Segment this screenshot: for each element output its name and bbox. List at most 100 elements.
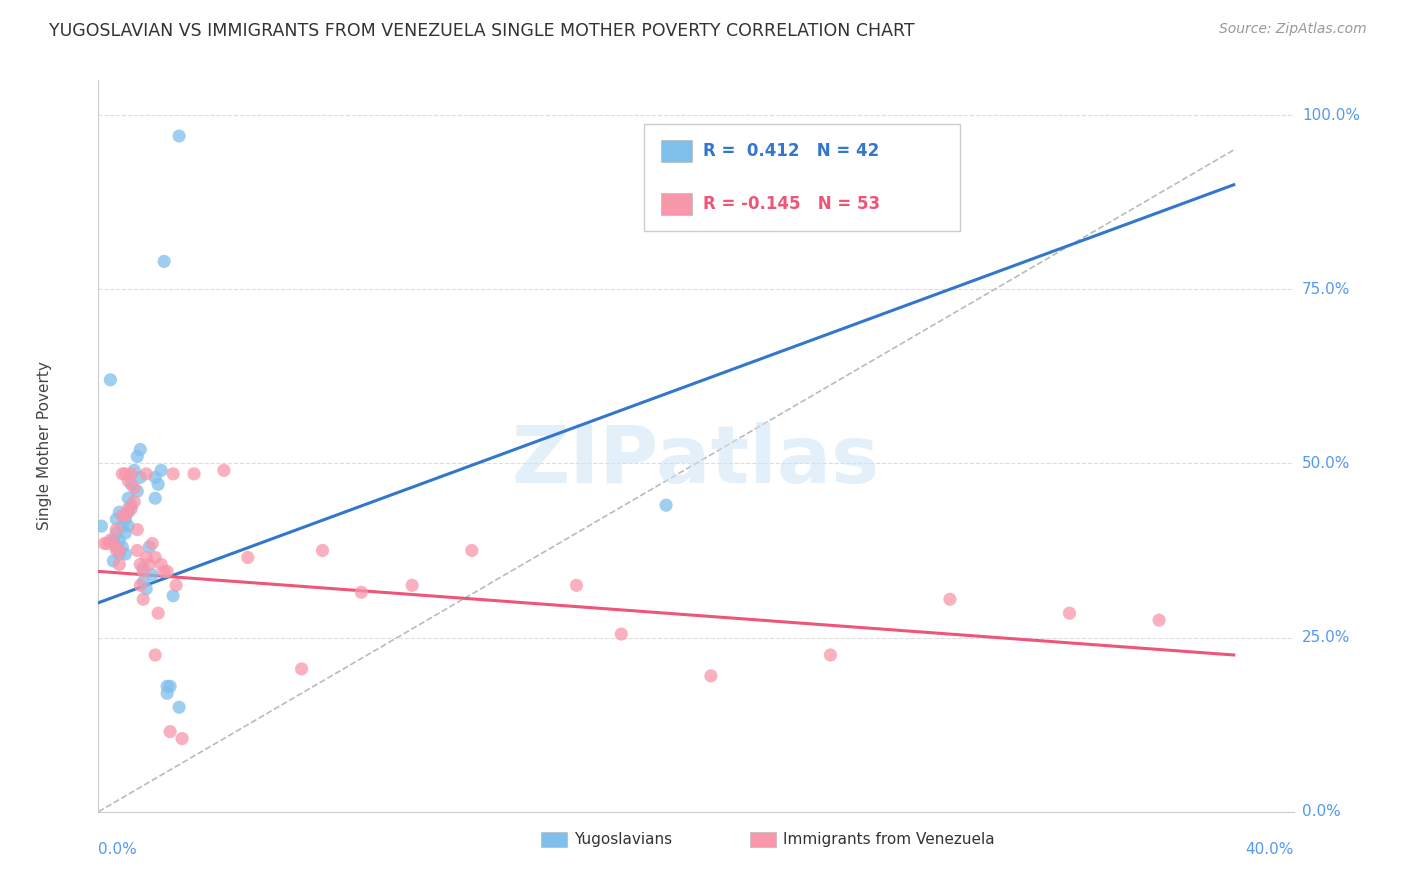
Point <box>129 578 152 592</box>
Point <box>132 561 155 575</box>
Point <box>120 501 142 516</box>
Point <box>172 731 194 746</box>
Point <box>108 558 131 572</box>
Point <box>162 467 184 481</box>
Point <box>103 554 125 568</box>
Point <box>143 470 166 484</box>
Point <box>610 627 633 641</box>
Point <box>1147 613 1170 627</box>
Point <box>143 491 166 506</box>
Point <box>98 533 122 547</box>
Point <box>111 467 134 481</box>
Text: 100.0%: 100.0% <box>1302 108 1360 122</box>
Point <box>120 467 142 481</box>
Point <box>212 463 235 477</box>
Bar <box>541 832 567 847</box>
Point <box>117 501 139 516</box>
Point <box>143 648 166 662</box>
Point <box>117 505 139 519</box>
Point <box>124 494 146 508</box>
Point <box>93 536 115 550</box>
Text: Immigrants from Venezuela: Immigrants from Venezuela <box>783 832 995 847</box>
Point <box>141 567 163 582</box>
Point <box>135 582 157 596</box>
Point <box>167 700 190 714</box>
Text: YUGOSLAVIAN VS IMMIGRANTS FROM VENEZUELA SINGLE MOTHER POVERTY CORRELATION CHART: YUGOSLAVIAN VS IMMIGRANTS FROM VENEZUELA… <box>49 22 915 40</box>
Point <box>108 547 131 561</box>
Point <box>132 592 155 607</box>
Point <box>127 450 149 464</box>
Point <box>90 519 112 533</box>
Point <box>150 558 173 572</box>
Point <box>156 565 179 579</box>
Text: Source: ZipAtlas.com: Source: ZipAtlas.com <box>1219 22 1367 37</box>
Text: ZIPatlas: ZIPatlas <box>512 422 880 500</box>
Point <box>114 547 136 561</box>
Point <box>114 512 136 526</box>
Point <box>167 128 190 143</box>
Point <box>114 467 136 481</box>
Point <box>183 467 205 481</box>
Point <box>117 491 139 506</box>
Point <box>105 523 128 537</box>
Point <box>135 550 157 565</box>
Point <box>108 543 131 558</box>
Point <box>148 606 170 620</box>
Point <box>105 540 128 554</box>
Text: Yugoslavians: Yugoslavians <box>574 832 672 847</box>
Point <box>291 662 314 676</box>
Text: 75.0%: 75.0% <box>1302 282 1350 297</box>
Point <box>103 533 125 547</box>
Point <box>1059 606 1081 620</box>
Point <box>141 536 163 550</box>
Point <box>148 477 170 491</box>
Point <box>143 550 166 565</box>
Text: 25.0%: 25.0% <box>1302 630 1350 645</box>
Point <box>96 536 118 550</box>
Point <box>311 543 333 558</box>
Point <box>401 578 423 592</box>
Point <box>132 565 155 579</box>
Point <box>565 578 588 592</box>
Point <box>156 686 179 700</box>
Text: 0.0%: 0.0% <box>1302 805 1340 819</box>
Point <box>820 648 842 662</box>
Point <box>108 533 131 547</box>
Point <box>132 574 155 589</box>
Point <box>153 565 176 579</box>
Point <box>129 558 152 572</box>
Point <box>105 526 128 541</box>
Point <box>350 585 373 599</box>
Point <box>700 669 723 683</box>
Point <box>105 543 128 558</box>
Point <box>120 498 142 512</box>
Point <box>236 550 259 565</box>
Point <box>138 558 160 572</box>
Point <box>124 463 146 477</box>
Point <box>114 526 136 541</box>
Point <box>111 540 134 554</box>
Text: 40.0%: 40.0% <box>1246 842 1294 857</box>
Point <box>117 519 139 533</box>
Point <box>939 592 962 607</box>
Point <box>117 474 139 488</box>
Point <box>108 505 131 519</box>
Point <box>111 519 134 533</box>
Point <box>127 484 149 499</box>
Point <box>111 508 134 523</box>
Point <box>135 467 157 481</box>
Text: 50.0%: 50.0% <box>1302 456 1350 471</box>
Point <box>165 578 187 592</box>
Point <box>153 254 176 268</box>
Point <box>655 498 678 512</box>
Point <box>114 508 136 523</box>
Text: R = -0.145   N = 53: R = -0.145 N = 53 <box>703 195 880 213</box>
Point <box>127 523 149 537</box>
Text: 0.0%: 0.0% <box>98 842 138 857</box>
Point <box>127 543 149 558</box>
Point <box>103 536 125 550</box>
Point <box>162 589 184 603</box>
Point <box>120 477 142 491</box>
Point <box>159 679 181 693</box>
Point <box>461 543 484 558</box>
